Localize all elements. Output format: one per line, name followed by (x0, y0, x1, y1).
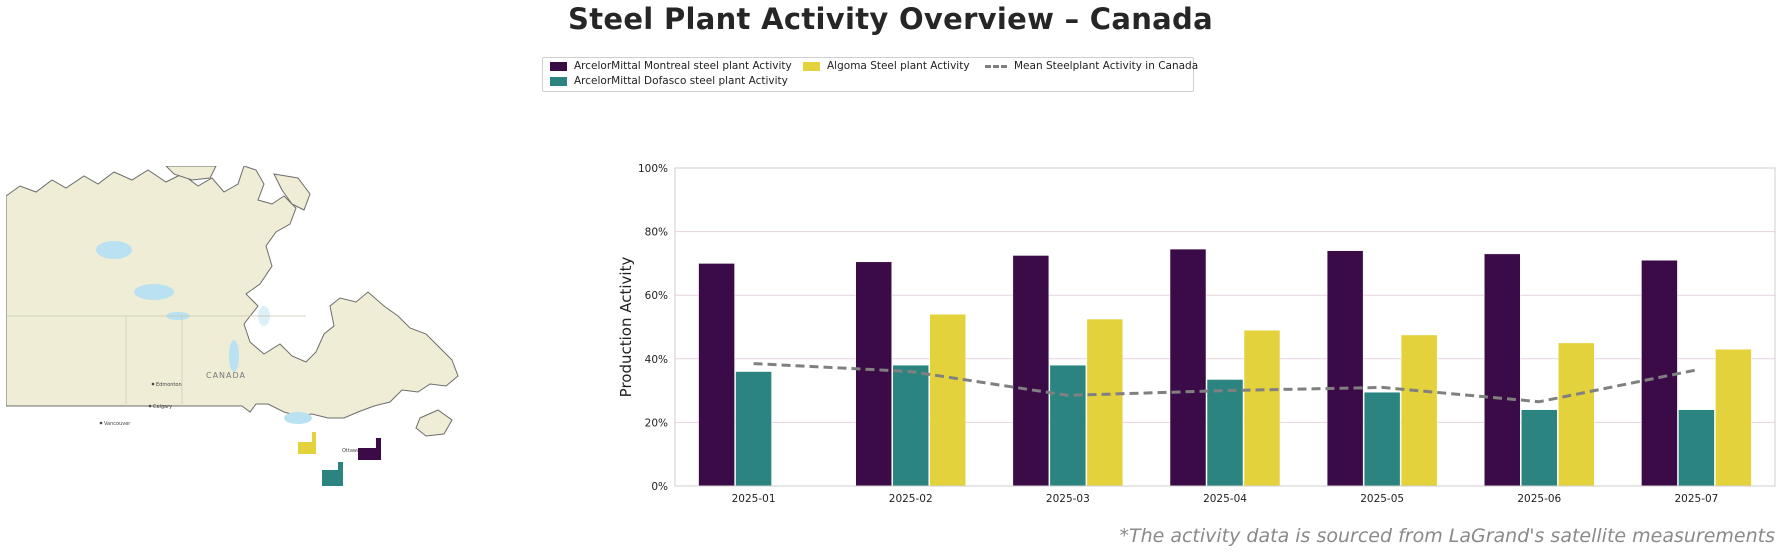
city-label-calgary: Calgary (153, 404, 172, 410)
legend-line-mean (985, 64, 1007, 68)
x-tick-label: 2025-03 (1046, 493, 1090, 505)
bar-dofasco-2025-04 (1206, 379, 1244, 487)
bar-montreal-2025-07 (1641, 259, 1678, 487)
x-tick-label: 2025-02 (889, 493, 933, 505)
bar-dofasco-2025-02 (892, 364, 929, 487)
chart-legend: ArcelorMittal Montreal steel plant Activ… (542, 57, 1198, 92)
bar-dofasco-2025-06 (1521, 409, 1558, 487)
bar-algoma-2025-03 (1086, 318, 1124, 487)
plot-frame (674, 167, 1776, 487)
legend-label-mean: Mean Steelplant Activity in Canada (1014, 60, 1199, 72)
city-label-vancouver: Vancouver (104, 421, 131, 427)
y-tick-label: 80% (645, 227, 668, 239)
bar-montreal-2025-02 (855, 261, 892, 487)
legend-swatch-dofasco (550, 76, 567, 86)
y-tick-label: 40% (645, 354, 668, 366)
bar-montreal-2025-05 (1326, 250, 1364, 487)
city-dot (99, 421, 103, 425)
bar-montreal-2025-01 (698, 263, 735, 487)
bar-algoma-2025-07 (1715, 349, 1752, 487)
legend-item-mean: Mean Steelplant Activity in Canada (985, 60, 1198, 72)
great-bear-lake (96, 241, 132, 259)
x-tick-label: 2025-04 (1203, 493, 1247, 505)
legend-swatch-algoma (803, 61, 820, 71)
city-dot (151, 382, 155, 386)
newfoundland (415, 409, 453, 437)
y-tick-label: 20% (645, 417, 668, 429)
city-label-edmonton: Edmonton (156, 382, 182, 388)
x-tick-label: 2025-01 (732, 493, 776, 505)
y-tick-label: 0% (651, 481, 668, 493)
legend-item-algoma: Algoma Steel plant Activity (803, 60, 970, 72)
legend-label-dofasco: ArcelorMittal Dofasco steel plant Activi… (574, 75, 788, 87)
bar-montreal-2025-06 (1484, 253, 1521, 487)
source-note: *The activity data is sourced from LaGra… (1119, 525, 1775, 547)
factory-icon-dofasco (322, 462, 343, 486)
x-tick-label: 2025-05 (1360, 493, 1404, 505)
map-country-label: CANADA (206, 371, 246, 380)
bar-algoma-2025-05 (1400, 334, 1438, 487)
chart-mean-line (753, 362, 1697, 404)
baffin-island (273, 173, 311, 211)
canada-map: CANADA Edmonton Calgary Vancouver Ottawa (6, 166, 459, 486)
y-tick-labels: 0% 20% 40% 60% 80% 100% (638, 163, 668, 493)
bar-dofasco-2025-07 (1678, 409, 1715, 487)
bar-algoma-2025-06 (1558, 342, 1595, 487)
factory-icon-algoma (298, 432, 316, 454)
bar-dofasco-2025-05 (1363, 391, 1401, 487)
y-axis-label: Production Activity (617, 257, 635, 398)
x-tick-label: 2025-07 (1674, 493, 1718, 505)
page-title: Steel Plant Activity Overview – Canada (568, 2, 1213, 36)
chart-bars (698, 248, 1752, 487)
city-dot (148, 404, 152, 408)
x-tick-labels: 2025-01 2025-02 2025-03 2025-04 2025-05 2025-… (732, 493, 1719, 505)
lake-winnipeg (229, 340, 239, 372)
great-slave-lake (134, 284, 174, 300)
y-tick-label: 60% (645, 290, 668, 302)
legend-item-montreal: ArcelorMittal Montreal steel plant Activ… (550, 60, 792, 72)
mean-activity-line (753, 362, 1697, 404)
legend-swatch-montreal (550, 61, 567, 71)
bar-algoma-2025-04 (1243, 329, 1281, 487)
legend-item-dofasco: ArcelorMittal Dofasco steel plant Activi… (550, 75, 788, 87)
city-label-ottawa: Ottawa (342, 448, 360, 454)
x-tick-label: 2025-06 (1517, 493, 1561, 505)
legend-label-algoma: Algoma Steel plant Activity (827, 60, 970, 72)
activity-bar-chart: 0% 20% 40% 60% 80% 100% 2025-01 2025-02 2025-03… (617, 163, 1776, 505)
bar-algoma-2025-02 (929, 314, 966, 487)
bar-dofasco-2025-03 (1049, 364, 1087, 487)
great-lakes (284, 412, 312, 424)
bar-montreal-2025-03 (1012, 255, 1050, 487)
arctic-island (165, 166, 217, 181)
bar-dofasco-2025-01 (735, 371, 772, 487)
y-tick-label: 100% (638, 163, 668, 175)
bar-montreal-2025-04 (1169, 248, 1207, 487)
legend-label-montreal: ArcelorMittal Montreal steel plant Activ… (574, 60, 792, 72)
factory-icon-montreal (358, 438, 381, 460)
